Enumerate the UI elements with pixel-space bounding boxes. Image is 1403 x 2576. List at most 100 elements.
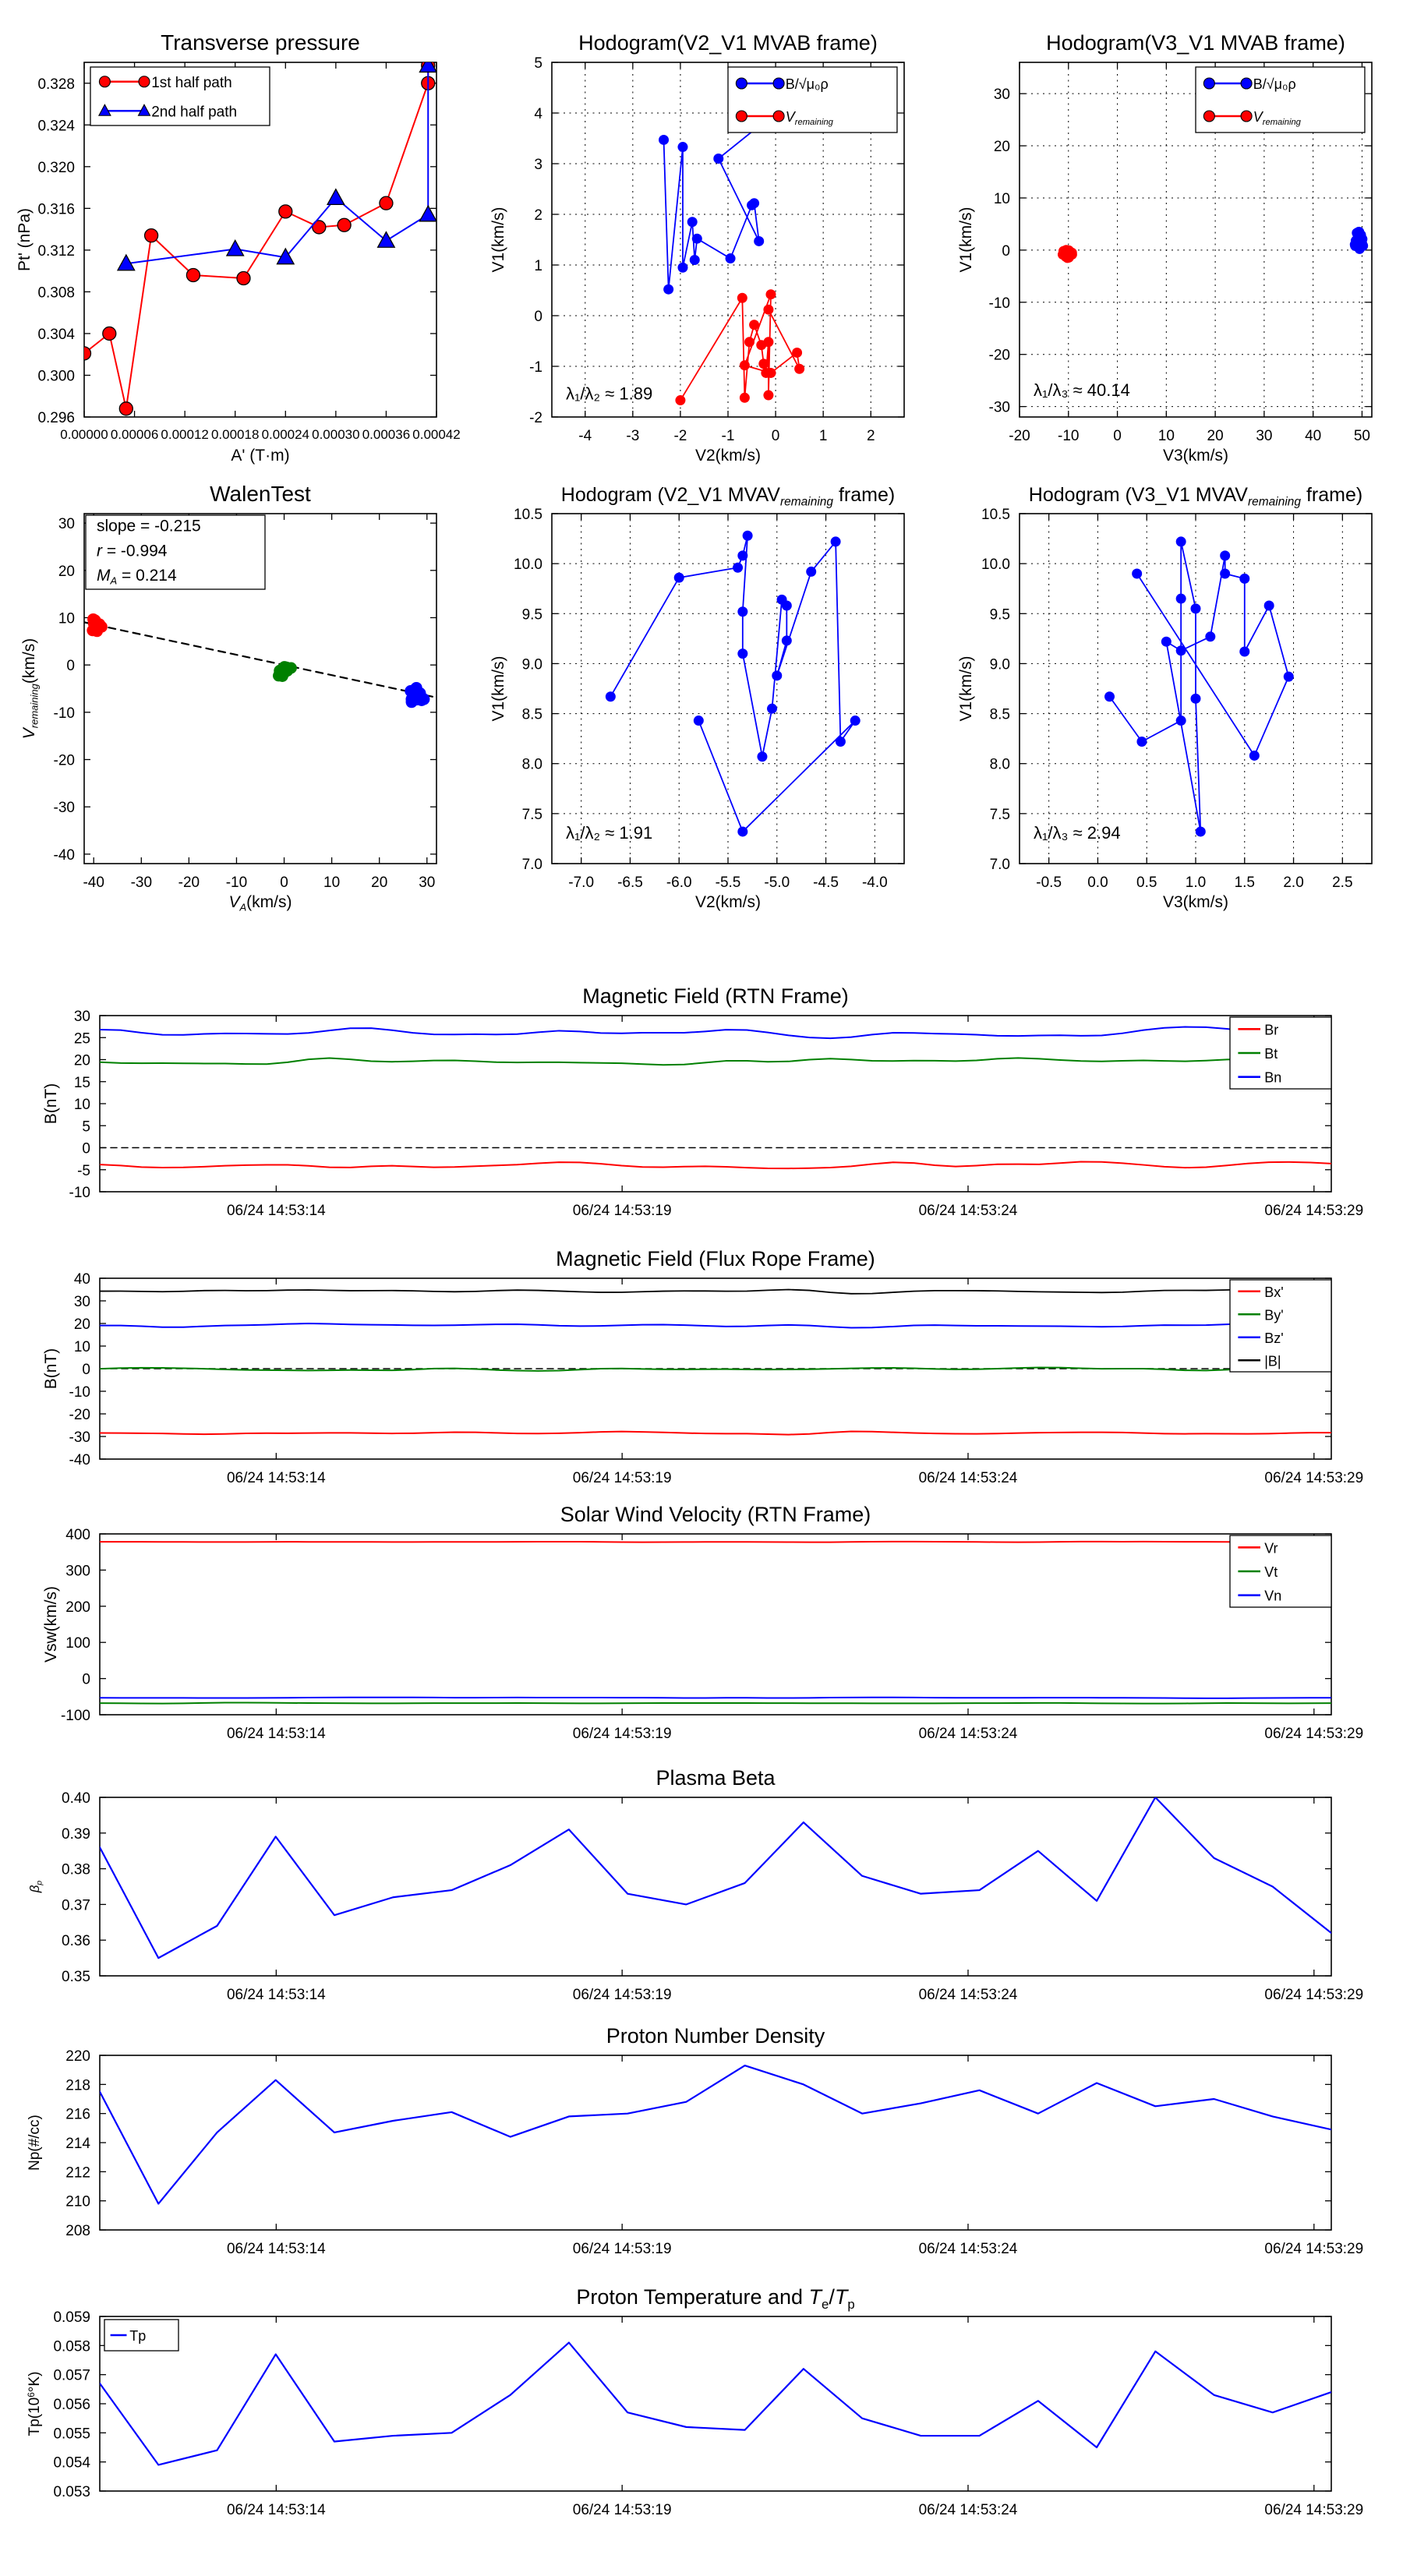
svg-text:0.312: 0.312 — [37, 243, 75, 260]
svg-text:10.0: 10.0 — [514, 557, 542, 573]
svg-text:0: 0 — [82, 1362, 90, 1378]
svg-text:20: 20 — [74, 1053, 90, 1069]
svg-text:2.0: 2.0 — [1283, 875, 1303, 891]
svg-text:0: 0 — [772, 428, 780, 444]
svg-text:B/√μ₀ρ: B/√μ₀ρ — [786, 76, 829, 92]
svg-text:0.0: 0.0 — [1087, 875, 1108, 891]
svg-text:20: 20 — [371, 875, 387, 891]
svg-text:10: 10 — [58, 610, 75, 627]
svg-text:0.36: 0.36 — [62, 1933, 90, 1949]
svg-text:Bz': Bz' — [1264, 1330, 1283, 1346]
svg-text:λ₁/λ₃ ≈ 2.94: λ₁/λ₃ ≈ 2.94 — [1034, 823, 1121, 843]
svg-text:0.055: 0.055 — [53, 2426, 90, 2442]
svg-text:06/24 14:53:24: 06/24 14:53:24 — [919, 1470, 1018, 1486]
svg-text:1: 1 — [534, 258, 542, 274]
svg-text:V3(km/s): V3(km/s) — [1163, 893, 1228, 911]
svg-text:2nd half path: 2nd half path — [151, 104, 237, 120]
svg-text:208: 208 — [65, 2223, 90, 2239]
svg-text:06/24 14:53:14: 06/24 14:53:14 — [227, 1470, 326, 1486]
svg-text:V2(km/s): V2(km/s) — [695, 447, 761, 465]
svg-text:0.35: 0.35 — [62, 1969, 90, 1985]
svg-text:20: 20 — [58, 564, 75, 580]
svg-text:0.00018: 0.00018 — [211, 427, 259, 442]
svg-text:40: 40 — [74, 1271, 90, 1288]
svg-text:10: 10 — [1158, 428, 1175, 444]
svg-text:-100: -100 — [61, 1708, 90, 1724]
svg-text:06/24 14:53:24: 06/24 14:53:24 — [919, 1987, 1018, 2003]
svg-text:Tp: Tp — [129, 2328, 146, 2344]
svg-text:Hodogram (V2_V1 MVAVremaining​: Hodogram (V2_V1 MVAVremaining​ frame) — [561, 484, 895, 509]
svg-text:10: 10 — [74, 1097, 90, 1113]
svg-text:0.320: 0.320 — [37, 160, 75, 176]
svg-text:-20: -20 — [69, 1407, 90, 1423]
svg-text:06/24 14:53:24: 06/24 14:53:24 — [919, 1726, 1018, 1742]
svg-text:7.0: 7.0 — [522, 857, 542, 873]
svg-text:8.5: 8.5 — [990, 707, 1010, 723]
svg-text:10: 10 — [994, 191, 1010, 207]
svg-text:-5: -5 — [77, 1163, 90, 1179]
svg-text:Bn: Bn — [1264, 1070, 1281, 1086]
svg-text:-7.0: -7.0 — [568, 875, 594, 891]
svg-text:06/24 14:53:14: 06/24 14:53:14 — [227, 2502, 326, 2518]
svg-text:0.00012: 0.00012 — [161, 427, 208, 442]
svg-text:25: 25 — [74, 1030, 90, 1047]
svg-text:06/24 14:53:19: 06/24 14:53:19 — [573, 2241, 672, 2257]
svg-text:V1(km/s): V1(km/s) — [957, 656, 975, 722]
svg-text:0: 0 — [534, 309, 542, 325]
svg-text:06/24 14:53:19: 06/24 14:53:19 — [573, 2502, 672, 2518]
svg-text:0.057: 0.057 — [53, 2368, 90, 2384]
svg-text:0.00006: 0.00006 — [111, 427, 158, 442]
svg-text:8.5: 8.5 — [522, 707, 542, 723]
svg-text:0.40: 0.40 — [62, 1790, 90, 1807]
svg-text:1: 1 — [819, 428, 828, 444]
svg-text:-10: -10 — [54, 705, 75, 722]
svg-text:-5.5: -5.5 — [716, 875, 741, 891]
svg-text:V1(km/s): V1(km/s) — [489, 207, 507, 273]
svg-text:06/24 14:53:19: 06/24 14:53:19 — [573, 1987, 672, 2003]
svg-text:220: 220 — [65, 2048, 90, 2065]
svg-text:-10: -10 — [226, 875, 247, 891]
svg-text:0.056: 0.056 — [53, 2397, 90, 2413]
svg-text:0.059: 0.059 — [53, 2309, 90, 2326]
svg-text:Vr: Vr — [1264, 1540, 1278, 1556]
svg-text:-40: -40 — [54, 847, 75, 864]
svg-text:06/24 14:53:29: 06/24 14:53:29 — [1264, 2502, 1363, 2518]
svg-text:10.5: 10.5 — [514, 507, 542, 523]
svg-text:-40: -40 — [69, 1452, 90, 1468]
svg-text:0.304: 0.304 — [37, 327, 75, 343]
svg-text:r = -0.994: r = -0.994 — [97, 542, 168, 560]
svg-text:30: 30 — [994, 87, 1010, 103]
svg-text:8.0: 8.0 — [990, 757, 1010, 773]
svg-text:Magnetic Field (Flux Rope Fram: Magnetic Field (Flux Rope Frame) — [556, 1247, 875, 1270]
svg-text:30: 30 — [419, 875, 435, 891]
svg-text:212: 212 — [65, 2164, 90, 2181]
svg-text:7.0: 7.0 — [990, 857, 1010, 873]
svg-text:Hodogram(V2_V1 MVAB frame): Hodogram(V2_V1 MVAB frame) — [578, 31, 878, 55]
svg-text:0: 0 — [82, 1141, 90, 1157]
svg-text:-20: -20 — [1009, 428, 1030, 444]
svg-text:Hodogram (V3_V1 MVAVremaining​: Hodogram (V3_V1 MVAVremaining​ frame) — [1029, 484, 1362, 509]
svg-text:Br: Br — [1264, 1022, 1278, 1037]
svg-text:06/24 14:53:24: 06/24 14:53:24 — [919, 2502, 1018, 2518]
svg-text:V1(km/s): V1(km/s) — [489, 656, 507, 722]
svg-text:06/24 14:53:29: 06/24 14:53:29 — [1264, 1726, 1363, 1742]
svg-text:100: 100 — [65, 1635, 90, 1652]
svg-text:10: 10 — [74, 1339, 90, 1355]
svg-text:VA​(km/s): VA​(km/s) — [228, 893, 292, 913]
svg-text:-30: -30 — [69, 1429, 90, 1446]
svg-text:λ₁/λ₃ ≈ 40.14: λ₁/λ₃ ≈ 40.14 — [1034, 380, 1130, 400]
svg-text:0.308: 0.308 — [37, 284, 75, 301]
svg-text:Tp(106​°K): Tp(106​°K) — [26, 2372, 43, 2436]
svg-text:Transverse pressure: Transverse pressure — [161, 30, 360, 55]
svg-text:-1: -1 — [529, 359, 542, 376]
svg-text:Plasma Beta: Plasma Beta — [656, 1766, 776, 1790]
svg-text:0.053: 0.053 — [53, 2484, 90, 2500]
svg-text:0: 0 — [1113, 428, 1122, 444]
svg-text:06/24 14:53:14: 06/24 14:53:14 — [227, 2241, 326, 2257]
svg-text:-0.5: -0.5 — [1036, 875, 1062, 891]
svg-text:B(nT): B(nT) — [42, 1083, 60, 1125]
svg-text:1st half path: 1st half path — [151, 75, 232, 91]
svg-text:15: 15 — [74, 1075, 90, 1091]
svg-text:0: 0 — [66, 658, 75, 674]
svg-text:Pt' (nPa): Pt' (nPa) — [16, 208, 34, 271]
